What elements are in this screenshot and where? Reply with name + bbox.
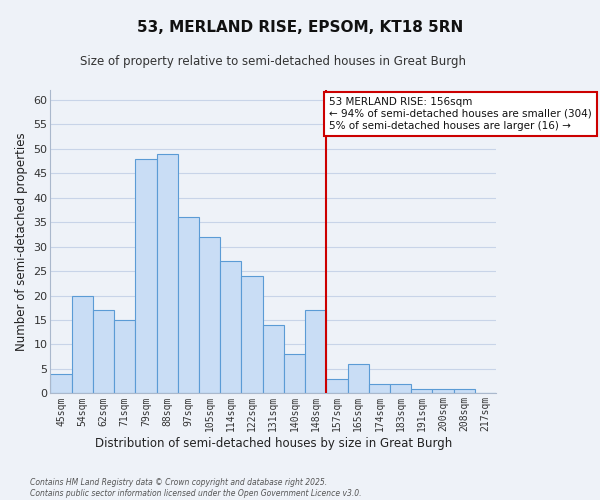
Bar [178,217,199,394]
Bar [390,384,411,394]
Bar [114,320,136,394]
Text: Contains HM Land Registry data © Crown copyright and database right 2025.
Contai: Contains HM Land Registry data © Crown c… [30,478,361,498]
Bar [50,374,71,394]
Title: Size of property relative to semi-detached houses in Great Burgh: Size of property relative to semi-detach… [80,55,466,68]
Bar [71,296,93,394]
Bar [411,388,433,394]
Bar [454,388,475,394]
Bar [326,378,347,394]
Bar [433,388,454,394]
Bar [157,154,178,394]
Bar [220,262,241,394]
Bar [347,364,369,394]
Bar [241,276,263,394]
X-axis label: Distribution of semi-detached houses by size in Great Burgh: Distribution of semi-detached houses by … [95,437,452,450]
Bar [136,158,157,394]
Bar [263,325,284,394]
Text: 53, MERLAND RISE, EPSOM, KT18 5RN: 53, MERLAND RISE, EPSOM, KT18 5RN [137,20,463,35]
Bar [93,310,114,394]
Bar [369,384,390,394]
Bar [284,354,305,394]
Y-axis label: Number of semi-detached properties: Number of semi-detached properties [15,132,28,351]
Bar [305,310,326,394]
Text: 53 MERLAND RISE: 156sqm
← 94% of semi-detached houses are smaller (304)
5% of se: 53 MERLAND RISE: 156sqm ← 94% of semi-de… [329,98,592,130]
Bar [199,237,220,394]
